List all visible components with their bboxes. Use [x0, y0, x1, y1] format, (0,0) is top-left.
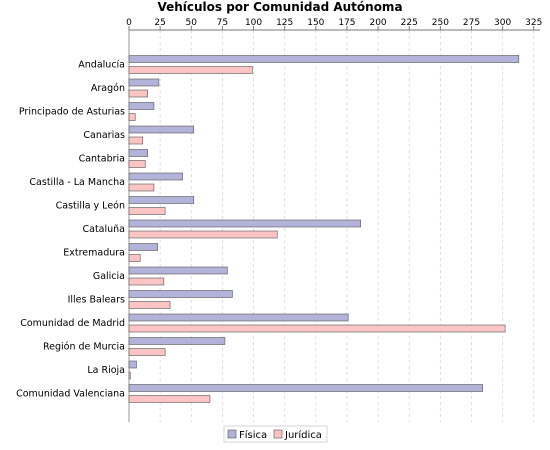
x-axis: 0 25 50 75 100 125 150 175 200 225 250 275 300 325 [126, 18, 542, 422]
category-label: Illes Balears [68, 295, 125, 306]
legend-label: Jurídica [284, 429, 322, 441]
bar-fisica [128, 313, 349, 322]
bar-fisica [128, 125, 195, 134]
x-tick-label: 0 [126, 18, 132, 28]
bar-juridica [128, 66, 253, 74]
category-label: Castilla - La Mancha [29, 177, 125, 188]
bar-fisica [128, 243, 158, 251]
legend-swatch [227, 429, 237, 439]
category-label: Comunidad Valenciana [16, 389, 125, 400]
category-label: Andalucía [78, 60, 125, 71]
category-label: Aragón [91, 83, 125, 94]
bar-fisica [128, 360, 137, 369]
x-tick-label: 175 [338, 18, 355, 28]
chart-title: Vehículos por Comunidad Autónoma [157, 0, 402, 14]
bars [128, 55, 520, 403]
bar-juridica [128, 395, 211, 403]
category-label: Principado de Asturias [19, 107, 125, 118]
bar-fisica [128, 149, 148, 157]
bar-juridica [128, 113, 136, 121]
bar-juridica [128, 136, 143, 145]
bar-juridica [128, 230, 278, 239]
legend: Física Jurídica [223, 425, 328, 443]
x-tick-label: 275 [463, 18, 480, 28]
bar-juridica [128, 160, 146, 168]
bar-juridica [128, 324, 506, 333]
x-tick-label: 225 [401, 18, 418, 28]
category-label: Comunidad de Madrid [20, 318, 125, 329]
x-tick-label: 150 [307, 18, 324, 28]
x-tick-label: 25 [154, 18, 165, 28]
bar-fisica [128, 290, 233, 298]
bar-fisica [128, 384, 484, 392]
bar-fisica [128, 55, 520, 63]
x-tick-label: 250 [432, 18, 449, 28]
category-label: Galicia [93, 271, 125, 282]
bar-fisica [128, 196, 195, 204]
x-tick-label: 100 [245, 18, 262, 28]
bar-fisica [128, 102, 155, 110]
category-label: Castilla y León [56, 201, 125, 212]
x-tick-label: 300 [494, 18, 511, 28]
category-label: Región de Murcia [43, 342, 125, 353]
category-label: La Rioja [87, 365, 125, 376]
bar-fisica [128, 337, 226, 345]
category-label: Canarias [83, 130, 125, 141]
x-tick-label: 75 [217, 18, 228, 28]
bar-juridica [128, 348, 166, 356]
category-label: Extremadura [63, 248, 125, 259]
bar-fisica [128, 219, 361, 228]
legend-swatch [273, 429, 283, 439]
bar-juridica [128, 371, 131, 380]
category-labels: Andalucía Aragón Principado de Asturias Can… [16, 60, 125, 400]
bar-juridica [128, 183, 155, 192]
x-tick-label: 200 [369, 18, 386, 28]
bar-fisica [128, 266, 228, 275]
bar-juridica [128, 301, 171, 309]
bar-fisica [128, 172, 183, 181]
x-tick-label: 50 [186, 18, 198, 28]
legend-label: Física [239, 429, 267, 441]
x-tick-label: 325 [525, 18, 542, 28]
category-label: Cataluña [82, 224, 125, 235]
bar-juridica [128, 254, 141, 262]
bar-juridica [128, 89, 148, 98]
category-label: Cantabria [79, 154, 125, 165]
x-tick-label: 125 [276, 18, 293, 28]
bar-juridica [128, 277, 165, 286]
bar-fisica [128, 78, 160, 87]
bar-juridica [128, 207, 166, 215]
